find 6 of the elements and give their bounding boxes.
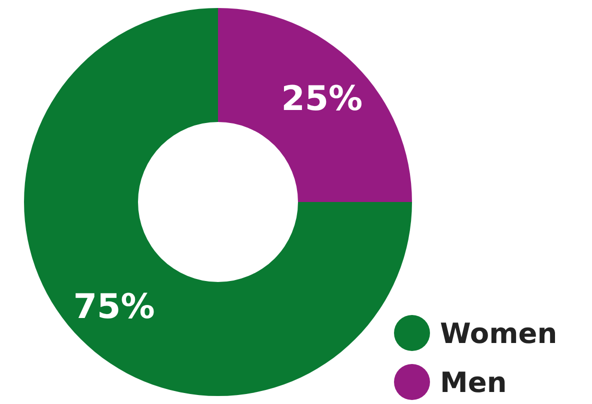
- legend-label: Women: [440, 316, 558, 350]
- data-label: 75%: [73, 286, 155, 327]
- donut-slice: [24, 8, 412, 396]
- legend-label: Men: [440, 366, 507, 399]
- donut-slice: [218, 8, 412, 202]
- data-label: 25%: [281, 78, 363, 119]
